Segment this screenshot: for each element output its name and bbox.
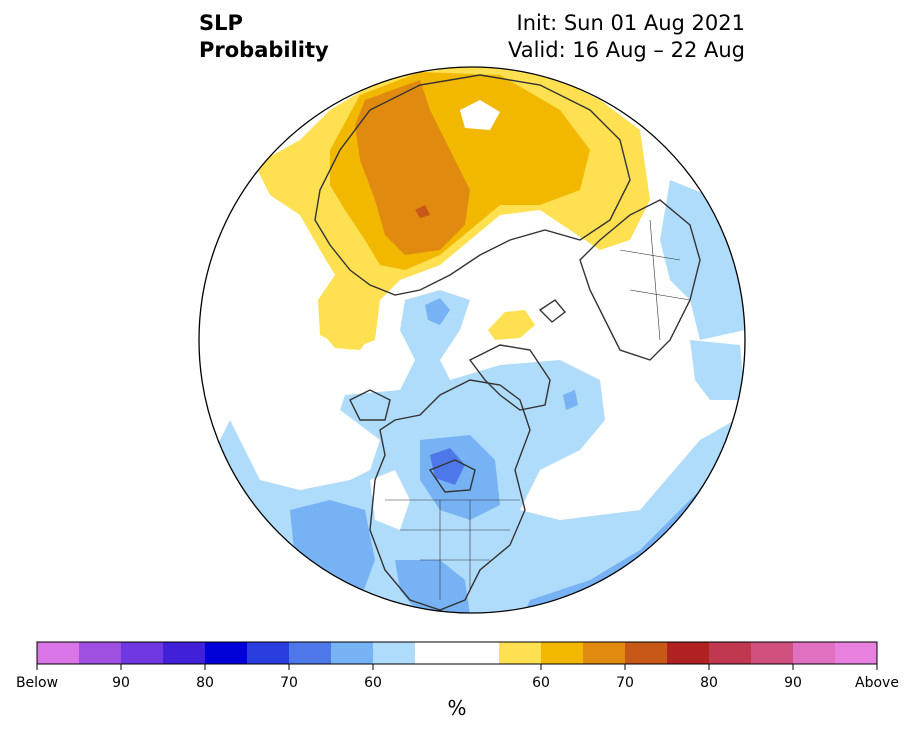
colorbar-ticks [36,664,878,670]
colorbar-cell [163,642,206,664]
colorbar-tick-label: Below [15,675,59,691]
map-dates: Init: Sun 01 Aug 2021 Valid: 16 Aug – 22… [508,10,745,64]
colorbar-cell [583,642,626,664]
coast-greenland [468,344,551,411]
colorbar-cell [37,642,80,664]
colorbar-cell [289,642,332,664]
coast-hudson-bay [428,459,476,493]
coast-asia [314,74,631,296]
init-date: Init: Sun 01 Aug 2021 [516,11,745,35]
above-region-orange [355,80,470,255]
colorbar-cell [331,642,374,664]
map-title: SLP Probability [199,10,329,64]
colorbar-cell [205,642,248,664]
colorbar-cell [457,642,500,664]
colorbar-tick-label: 80 [700,675,718,691]
coast-europe [579,199,701,361]
colorbar-cell [499,642,542,664]
below-region-dark-na [430,448,465,485]
coast-alaska [349,389,391,421]
coast-svalbard [538,299,567,323]
colorbar-cell [415,642,458,664]
above-region-dark [415,205,430,218]
colorbar-cell [247,642,290,664]
below-region-light-europe [690,340,745,400]
colorbar-tick-label: 60 [364,675,382,691]
colorbar-tick-label: 90 [112,675,130,691]
colorbar-cell [121,642,164,664]
coast-north-america [369,379,531,611]
above-region-pacific [320,290,375,350]
colorbar-tick-label: 70 [616,675,634,691]
colorbar-unit: % [447,696,467,720]
below-region-mid-pacific [290,500,375,600]
coastlines [314,74,701,611]
colorbar-cell [835,642,878,664]
colorbar-tick-label: 90 [784,675,802,691]
colorbar-cell [541,642,584,664]
colorbar [36,641,878,670]
above-region-greenland [488,310,535,340]
colorbar-cells [37,642,878,664]
borders [385,219,691,600]
colorbar-cell [667,642,710,664]
colorbar-tick-label: 70 [280,675,298,691]
polar-map [198,66,746,614]
below-region-mid-greenland [563,390,578,410]
colorbar-frame [36,641,878,665]
colorbar-tick-label: 60 [532,675,550,691]
title-line-2: Probability [199,38,329,62]
title-line-1: SLP [199,11,243,35]
colorbar-cell [793,642,836,664]
colorbar-cell [79,642,122,664]
colorbar-cell [751,642,794,664]
colorbar-cell [709,642,752,664]
above-pocket-white [460,100,500,130]
colorbar-tick-label: Above [855,675,899,691]
colorbar-tick-label: 80 [196,675,214,691]
map-boundary [198,66,746,614]
valid-range: Valid: 16 Aug – 22 Aug [507,38,745,62]
colorbar-cell [625,642,668,664]
below-region-mid-arctic [425,298,450,325]
colorbar-cell [373,642,416,664]
